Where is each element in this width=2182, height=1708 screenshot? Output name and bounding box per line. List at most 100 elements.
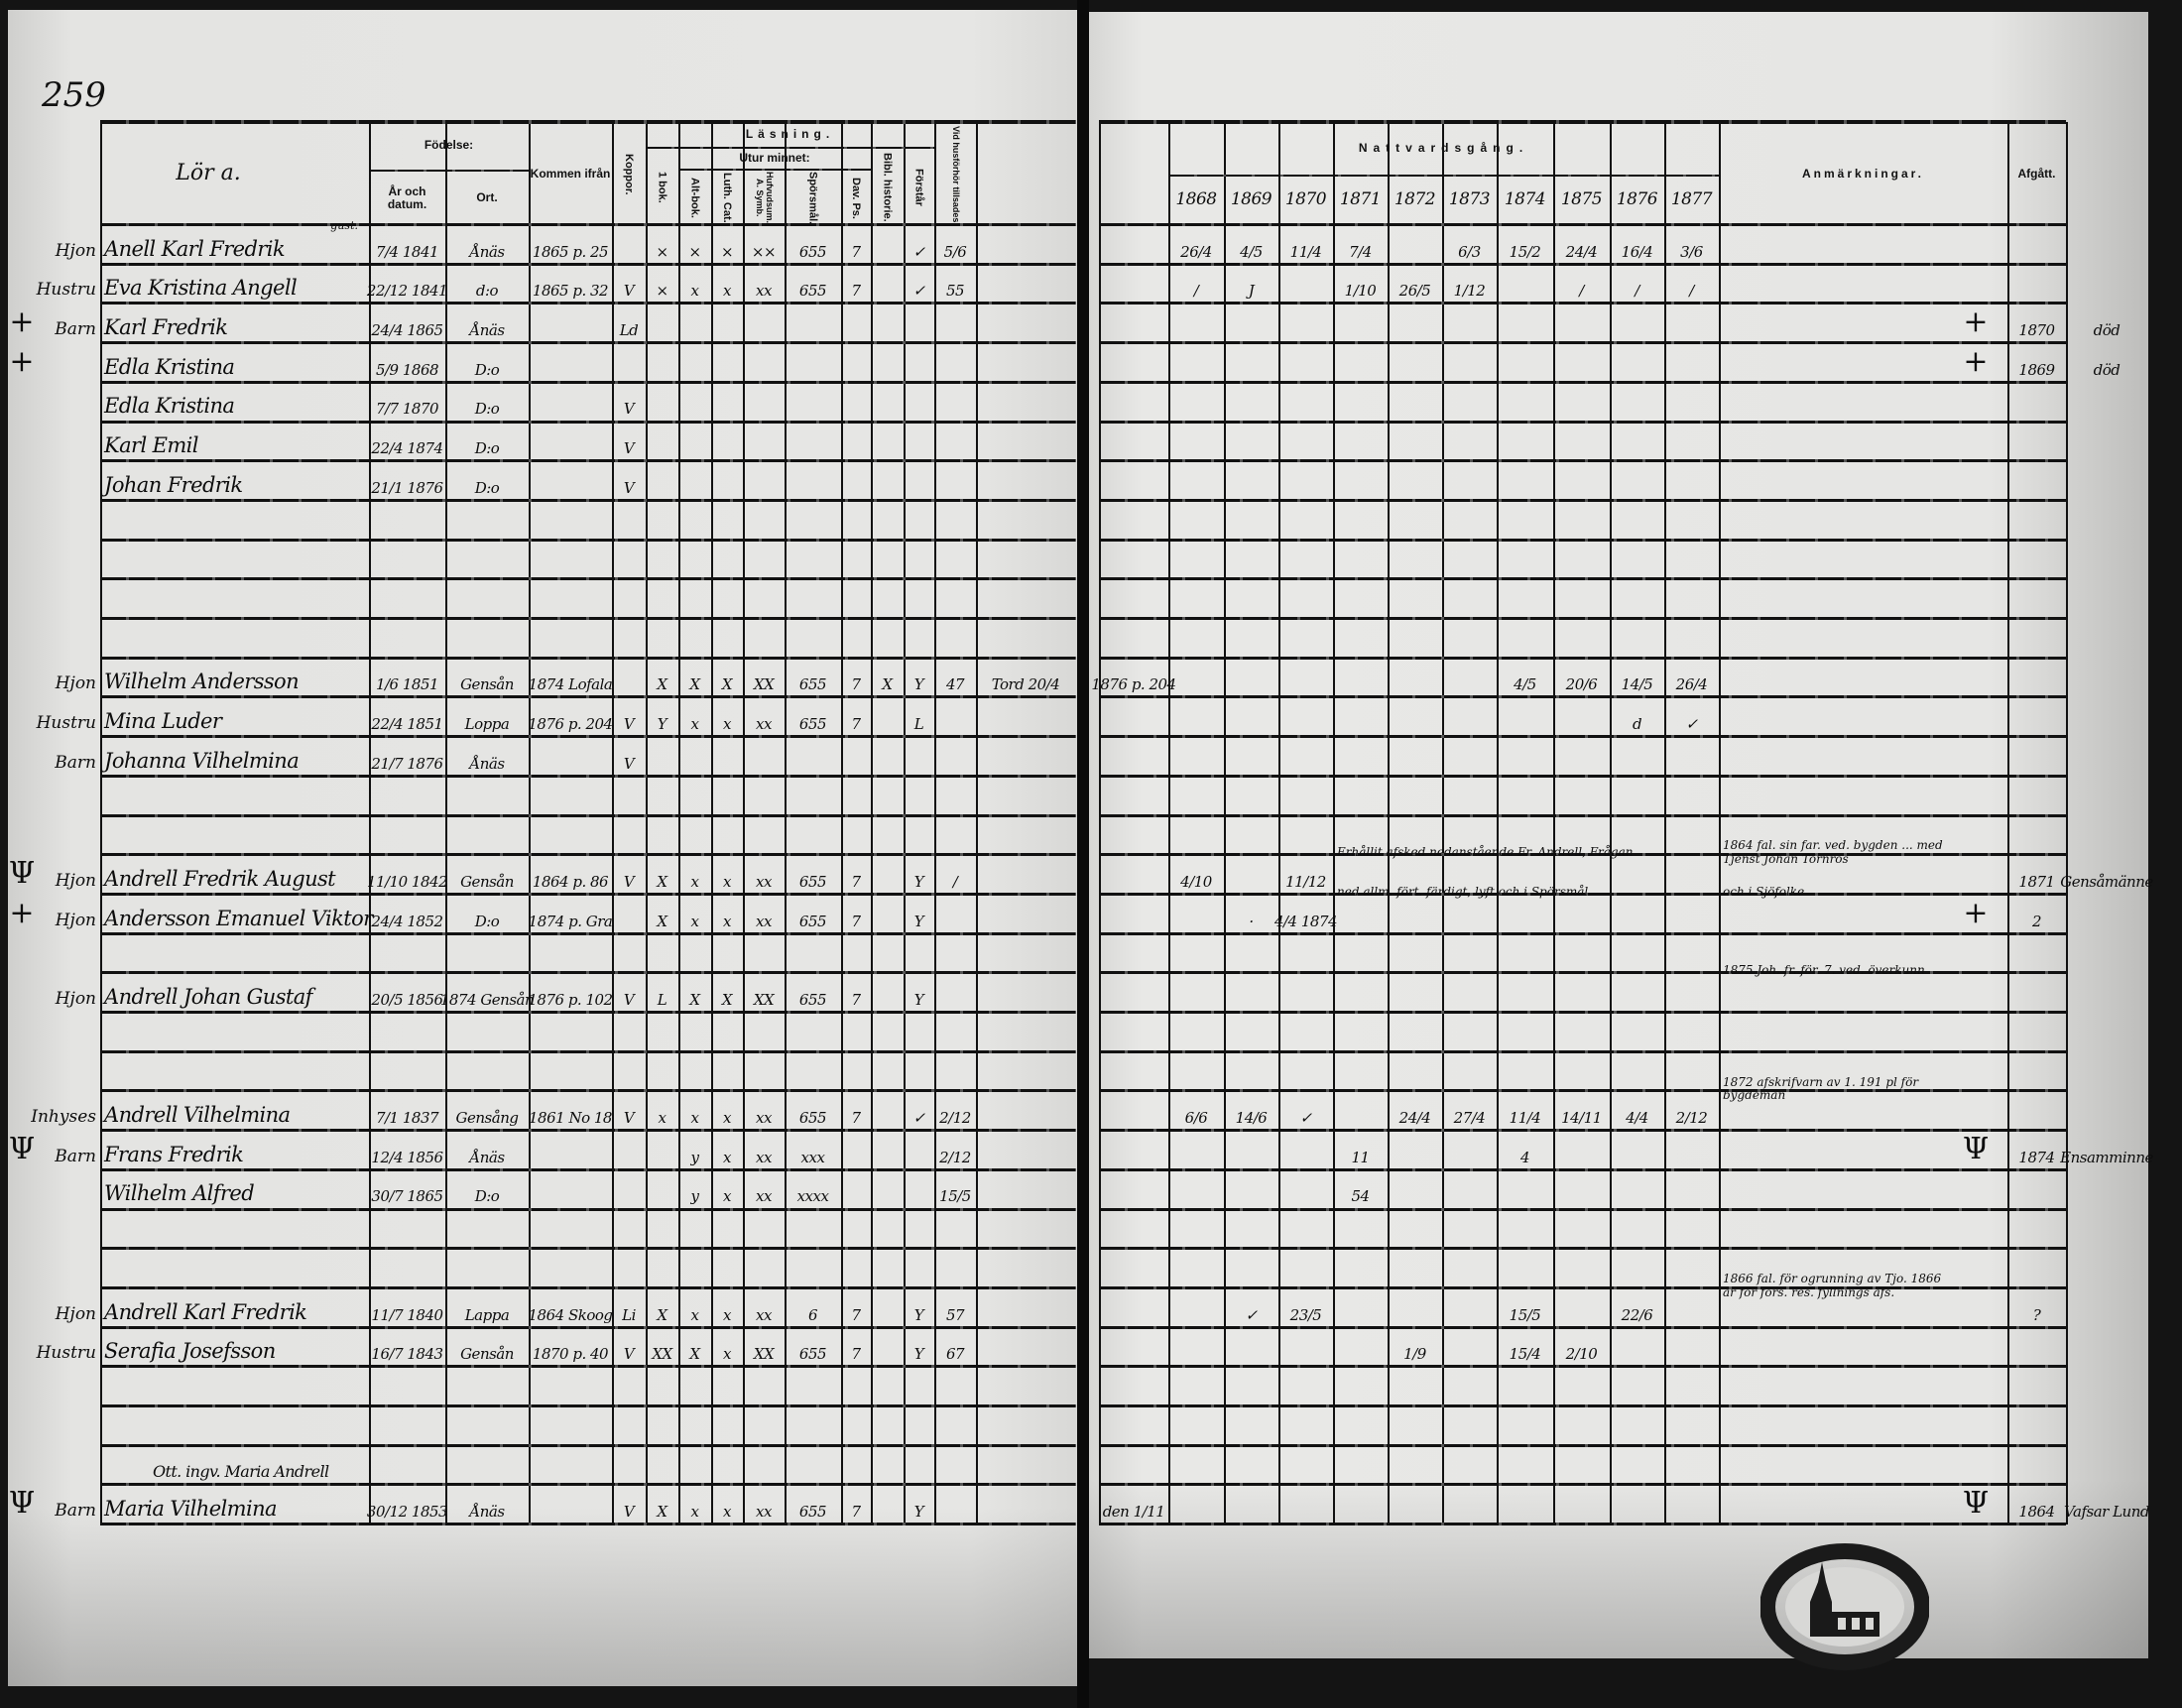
- birth-place: D:o: [474, 478, 500, 497]
- birth-date: 30/7 1865: [371, 1187, 443, 1206]
- sporsmal: xxx: [800, 1148, 825, 1166]
- birth-sub-rule: [369, 170, 529, 172]
- communion-1875: 20/6: [1565, 675, 1598, 694]
- husforhor: 57: [945, 1305, 965, 1324]
- hufvudsum: xx: [756, 282, 772, 301]
- communion-1871: 11: [1351, 1148, 1370, 1166]
- dav-ps: 7: [851, 1305, 861, 1324]
- header-alt-bok: Alt-bok.: [688, 178, 701, 218]
- header-reading: Läsning.: [745, 127, 835, 142]
- header-departed: Afgått.: [2017, 166, 2056, 181]
- margin-mark: +: [9, 305, 35, 340]
- row-rule: [1099, 1207, 2066, 1211]
- communion-1875: /: [1579, 282, 1584, 301]
- koppor: V: [623, 872, 635, 891]
- koppor: V: [623, 1109, 635, 1128]
- by-heart-sub-rule: [678, 169, 871, 171]
- column-rule: [1442, 122, 1444, 1525]
- hufvudsum: xx: [756, 1187, 772, 1206]
- koppor: V: [623, 439, 635, 458]
- koppor: V: [623, 754, 635, 773]
- communion-1873: 27/4: [1453, 1109, 1486, 1128]
- row-rule: [1099, 1167, 2066, 1171]
- afgatt-place: död: [2093, 321, 2121, 340]
- row-rule: [1099, 1483, 2066, 1487]
- column-rule: [1497, 122, 1499, 1525]
- communion-1869: 14/6: [1235, 1109, 1268, 1128]
- column-rule: [976, 122, 978, 1525]
- birth-place: Gensån: [460, 872, 514, 891]
- header-year-1870: 1870: [1284, 188, 1327, 209]
- hufvudsum: ××: [751, 242, 777, 261]
- communion-note: ned allm. fört. färdigt, lyft och i Spör…: [1337, 884, 1589, 899]
- row-rule: [1099, 1285, 2066, 1289]
- luth-cat: ×: [720, 242, 734, 261]
- column-rule: [369, 122, 371, 1525]
- role: Hustru: [36, 1343, 96, 1364]
- communion-1870: 4/4 1874: [1273, 912, 1338, 930]
- archive-stamp-icon: [1760, 1543, 1929, 1670]
- dav-ps: 7: [851, 715, 861, 734]
- role: Hjon: [55, 870, 96, 891]
- birth-date: 22/4 1874: [371, 439, 443, 458]
- communion-1872: 24/4: [1398, 1109, 1431, 1128]
- hufvudsum: xx: [756, 715, 772, 734]
- communion-1868: /: [1193, 282, 1199, 301]
- afgatt-place: Vafsar Lund: [2064, 1503, 2149, 1522]
- row-rule: [100, 1443, 1076, 1447]
- name: Karl Fredrik: [104, 315, 228, 340]
- header-husforhor: Vid husförhör tillsades: [950, 125, 961, 223]
- communion-1876: d: [1632, 715, 1642, 734]
- book-spine: [1077, 0, 1089, 1708]
- remarks-text: och i Sjöfolke: [1723, 884, 1805, 899]
- header-year-1872: 1872: [1394, 188, 1436, 209]
- row-rule: [1099, 971, 2066, 975]
- sporsmal: 655: [798, 1503, 827, 1522]
- column-rule: [1224, 122, 1226, 1525]
- communion-1868: 4/10: [1180, 872, 1212, 891]
- birth-date: 21/1 1876: [371, 478, 443, 497]
- name: Edla Kristina: [104, 354, 235, 379]
- row-rule: [100, 892, 1076, 896]
- birth-date: 11/10 1842: [366, 872, 448, 891]
- column-rule: [871, 122, 873, 1525]
- name-note: gust.: [330, 219, 358, 232]
- communion-1876: 16/4: [1621, 242, 1653, 261]
- row-rule: [100, 1207, 1076, 1211]
- name: Karl Emil: [104, 433, 199, 458]
- afgatt-place: Gensåmänne: [2060, 872, 2153, 891]
- row-rule: [1099, 1247, 2066, 1251]
- header-farm-note: Lör a.: [176, 160, 241, 185]
- communion-1876: 14/5: [1621, 675, 1653, 694]
- luth-cat: x: [723, 1148, 731, 1166]
- column-rule: [1610, 122, 1612, 1525]
- birth-place: d:o: [475, 282, 499, 301]
- communion-1875: 14/11: [1561, 1109, 1602, 1128]
- header-year-1873: 1873: [1448, 188, 1491, 209]
- row-rule: [1099, 341, 2066, 345]
- row-rule: [1099, 1011, 2066, 1014]
- header-year-1869: 1869: [1230, 188, 1273, 209]
- hufvudsum: xx: [756, 1503, 772, 1522]
- column-rule: [743, 122, 745, 1525]
- reading-sub-rule: [646, 147, 934, 149]
- sporsmal: 655: [798, 1345, 827, 1364]
- margin-mark: Ψ: [8, 1486, 36, 1522]
- row-rule: [1099, 1443, 2066, 1447]
- sporsmal: 655: [798, 715, 827, 734]
- luth-cat: x: [723, 1187, 731, 1206]
- communion-1869: J: [1248, 282, 1255, 301]
- row-rule: [100, 1483, 1076, 1487]
- dav-ps: 7: [851, 990, 861, 1009]
- remarks-mark: Ψ: [1962, 1486, 1990, 1522]
- row-rule: [100, 341, 1076, 345]
- row-rule: [1099, 380, 2066, 384]
- name: Eva Kristina Angell: [104, 276, 298, 301]
- sporsmal: 6: [807, 1305, 818, 1324]
- row-rule: [1099, 735, 2066, 739]
- bok: ×: [656, 282, 668, 301]
- row-rule: [1099, 1365, 2066, 1369]
- afgatt-year: 2: [2031, 912, 2042, 930]
- role: Hjon: [55, 240, 96, 261]
- header-forstar: Förstår: [912, 168, 925, 206]
